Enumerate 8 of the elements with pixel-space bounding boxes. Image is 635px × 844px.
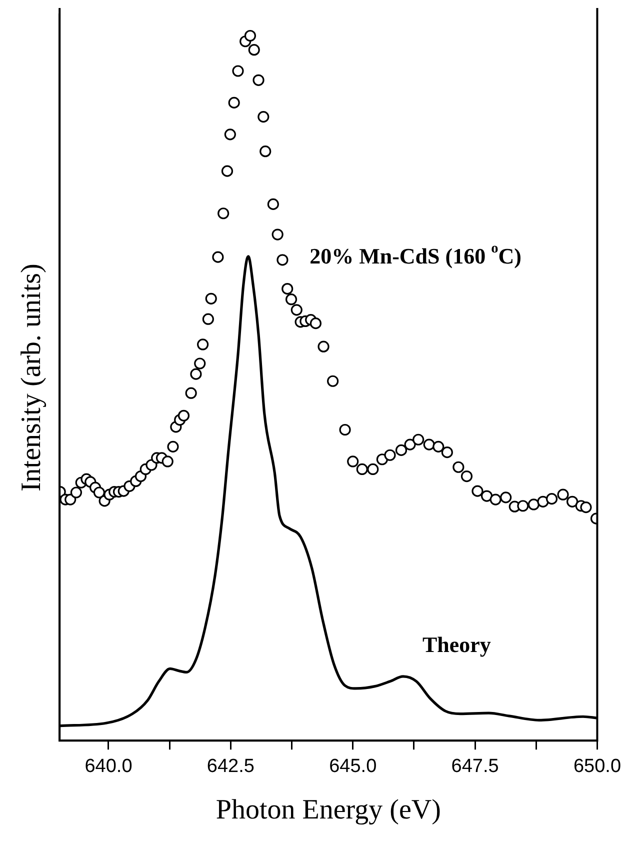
y-axis-title: Intensity (arb. units) <box>16 264 48 492</box>
series-label: Theory <box>422 632 491 657</box>
x-tick-label: 640.0 <box>84 756 132 778</box>
x-tick-label: 650.0 <box>573 756 621 778</box>
x-axis-title: Photon Energy (eV) <box>216 794 441 826</box>
x-tick-label: 642.5 <box>206 756 254 778</box>
x-tick-label: 645.0 <box>329 756 377 778</box>
x-tick-label: 647.5 <box>451 756 499 778</box>
